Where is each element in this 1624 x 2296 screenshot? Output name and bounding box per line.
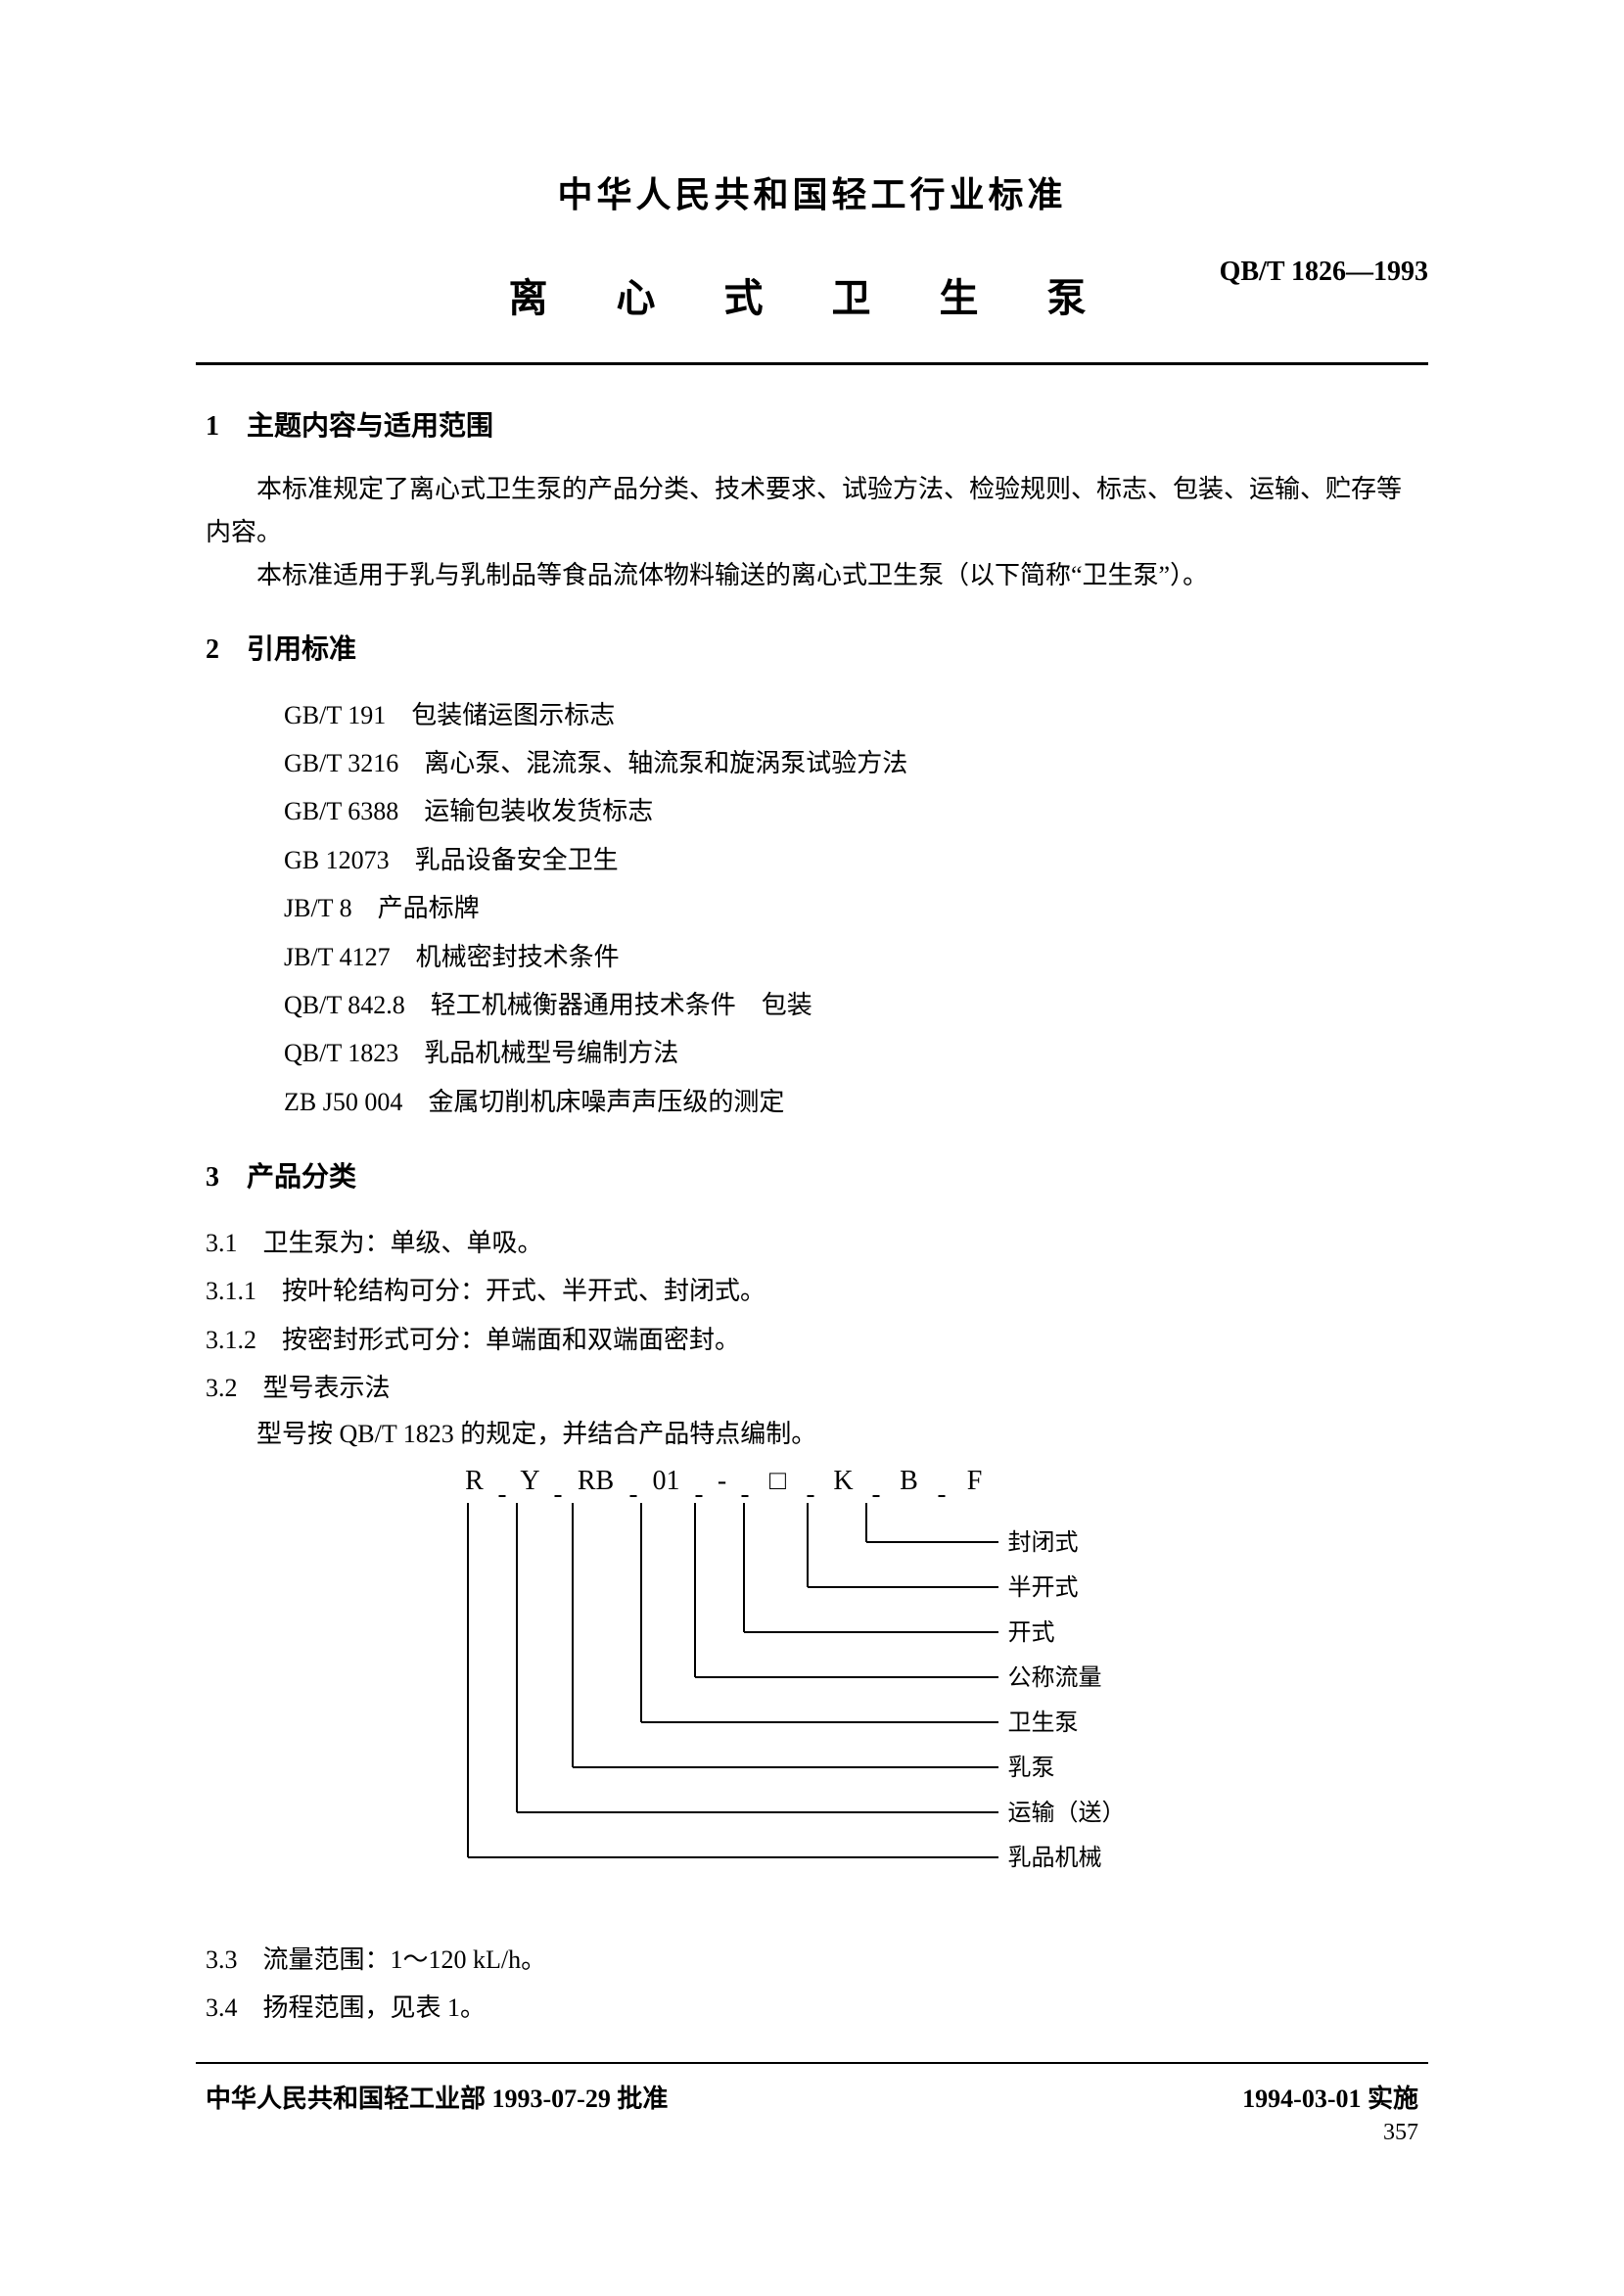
section-1-heading: 1 主题内容与适用范围 <box>206 404 1428 444</box>
code-letter: B <box>880 1466 939 1497</box>
code-letters-row: R Y RB 01 - □ K B F <box>450 1466 1004 1497</box>
item-3-2: 3.2 型号表示法 <box>206 1364 1428 1412</box>
ref-item: JB/T 8 产品标牌 <box>284 884 1428 932</box>
diagram-label: 封闭式 <box>1008 1523 1079 1557</box>
section-2-heading: 2 引用标准 <box>206 628 1428 667</box>
diagram-label: 半开式 <box>1008 1568 1079 1602</box>
diagram-label: 乳泵 <box>1008 1748 1055 1782</box>
item-3-1-2: 3.1.2 按密封形式可分：单端面和双端面密封。 <box>206 1316 1428 1364</box>
ref-item: ZB J50 004 金属切削机床噪声声压级的测定 <box>284 1078 1428 1126</box>
item-3-1-1: 3.1.1 按叶轮结构可分：开式、半开式、封闭式。 <box>206 1267 1428 1315</box>
ref-item: GB 12073 乳品设备安全卫生 <box>284 836 1428 884</box>
section-1-p1: 本标准规定了离心式卫生泵的产品分类、技术要求、试验方法、检验规则、标志、包装、运… <box>206 468 1418 554</box>
diagram-lines <box>372 1499 1253 1916</box>
section-1-p2: 本标准适用于乳与乳制品等食品流体物料输送的离心式卫生泵（以下简称“卫生泵”）。 <box>206 554 1418 597</box>
code-letter: 01 <box>637 1466 696 1497</box>
ref-item: JB/T 4127 机械密封技术条件 <box>284 933 1428 981</box>
ref-item: GB/T 3216 离心泵、混流泵、轴流泵和旋涡泵试验方法 <box>284 739 1428 787</box>
item-3-3: 3.3 流量范围：1～120 kL/h。 <box>206 1936 1428 1984</box>
footer-approval: 中华人民共和国轻工业部 1993-07-29 批准 <box>206 2079 668 2115</box>
document-page: 中华人民共和国轻工行业标准 离 心 式 卫 生 泵 QB/T 1826—1993… <box>0 0 1624 2225</box>
diagram-label: 卫生泵 <box>1008 1703 1079 1737</box>
page-number: 357 <box>196 2120 1418 2146</box>
org-title: 中华人民共和国轻工行业标准 <box>196 166 1428 217</box>
code-letter: - <box>703 1466 742 1497</box>
model-code-diagram: R Y RB 01 - □ K B F 封闭式 半开式 开式 公称流量 卫生泵 … <box>372 1466 1253 1916</box>
ref-item: GB/T 6388 运输包装收发货标志 <box>284 787 1428 835</box>
footer-divider <box>196 2062 1428 2064</box>
item-3-4: 3.4 扬程范围，见表 1。 <box>206 1984 1428 2032</box>
code-letter: RB <box>562 1466 630 1497</box>
reference-list: GB/T 191 包装储运图示标志 GB/T 3216 离心泵、混流泵、轴流泵和… <box>284 691 1428 1127</box>
diagram-label: 公称流量 <box>1008 1658 1102 1692</box>
code-letter: Y <box>506 1466 555 1497</box>
code-letter: □ <box>749 1466 808 1497</box>
code-letter: F <box>946 1466 1004 1497</box>
item-3-2-text: 型号按 QB/T 1823 的规定，并结合产品特点编制。 <box>206 1413 1418 1456</box>
code-letter: K <box>814 1466 873 1497</box>
item-3-1: 3.1 卫生泵为：单级、单吸。 <box>206 1219 1428 1267</box>
diagram-label: 运输（送） <box>1008 1793 1126 1827</box>
header-divider <box>196 362 1428 365</box>
diagram-label: 开式 <box>1008 1613 1055 1647</box>
ref-item: GB/T 191 包装储运图示标志 <box>284 691 1428 739</box>
ref-item: QB/T 842.8 轻工机械衡器通用技术条件 包装 <box>284 981 1428 1029</box>
diagram-label: 乳品机械 <box>1008 1838 1102 1872</box>
footer-implement: 1994-03-01 实施 <box>1242 2079 1418 2115</box>
code-letter: R <box>450 1466 499 1497</box>
section-3-heading: 3 产品分类 <box>206 1155 1428 1195</box>
footer-row: 中华人民共和国轻工业部 1993-07-29 批准 1994-03-01 实施 <box>206 2079 1418 2115</box>
title-row: 离 心 式 卫 生 泵 QB/T 1826—1993 <box>196 266 1428 323</box>
standard-code: QB/T 1826—1993 <box>1220 257 1428 288</box>
ref-item: QB/T 1823 乳品机械型号编制方法 <box>284 1029 1428 1077</box>
